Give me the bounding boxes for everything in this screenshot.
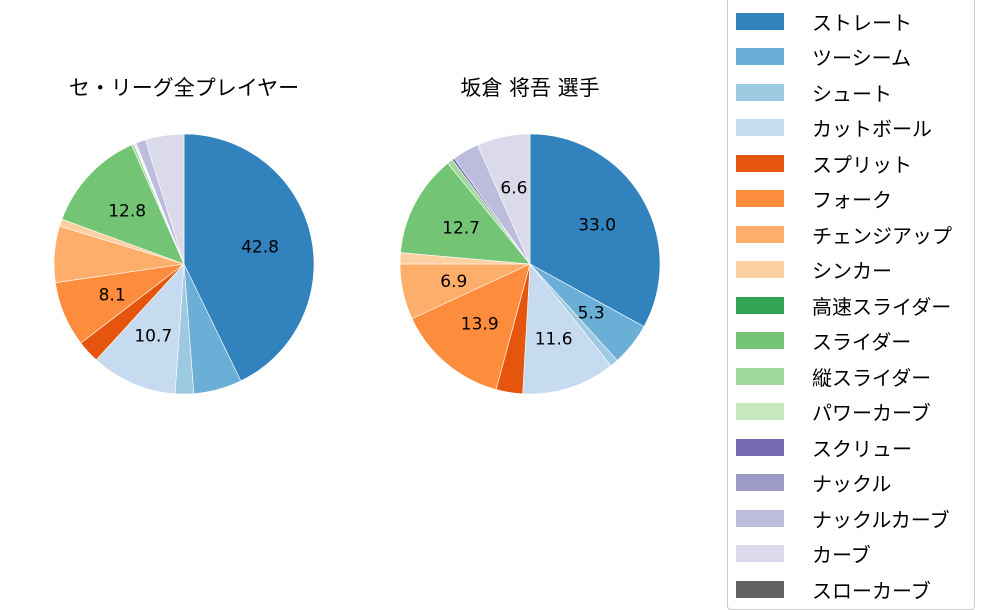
legend-label: ツーシーム	[812, 46, 911, 70]
legend-item: ストレート	[736, 9, 912, 35]
legend-swatch	[736, 296, 784, 314]
legend-item: ナックルカーブ	[736, 506, 950, 532]
legend-label: パワーカーブ	[812, 401, 931, 425]
legend-item: ツーシーム	[736, 45, 911, 70]
legend-item: 高速スライダー	[736, 293, 952, 319]
legend-swatch	[736, 261, 784, 278]
legend-label: ストレート	[812, 10, 912, 35]
legend-swatch	[736, 332, 784, 349]
slice-value-label: 5.3	[578, 303, 605, 323]
slice-value-label: 12.8	[108, 202, 146, 222]
slice-value-label: 11.6	[535, 329, 573, 349]
legend-label: ナックルカーブ	[812, 507, 950, 532]
legend-swatch	[736, 190, 784, 207]
slice-value-label: 42.8	[241, 238, 279, 258]
pie-slice	[145, 133, 185, 265]
legend-swatch	[736, 403, 784, 420]
legend-item: フォーク	[736, 187, 892, 212]
right-pie-chart: 33.0 5.311.6 13.9 6.9 12.7 6.6	[399, 133, 661, 395]
legend-label: スライダー	[812, 330, 912, 354]
legend-label: 縦スライダー	[812, 365, 932, 390]
legend-item: チェンジアップ	[736, 222, 952, 248]
legend-label: スプリット	[812, 152, 912, 177]
legend-swatch	[736, 83, 784, 101]
pie-slice	[95, 263, 185, 395]
legend-item: スクリュー	[736, 435, 912, 461]
legend-item: カットボール	[736, 116, 932, 141]
legend-item: スライダー	[736, 329, 912, 354]
pie-charts: 42.8 10.7 8.1 12.8 33.0 5.311.6 13.9 6.9 12.7 6.…	[53, 133, 661, 395]
pie-slice	[529, 133, 661, 328]
legend-item: パワーカーブ	[736, 400, 931, 425]
legend-label: スクリュー	[812, 436, 912, 461]
slice-value-label: 8.1	[99, 285, 126, 305]
legend-label: スローカーブ	[812, 578, 931, 603]
legend-swatch	[736, 509, 784, 527]
legend-swatch	[736, 12, 784, 30]
pie-slice	[183, 133, 315, 382]
legend-label: ナックル	[812, 472, 892, 496]
legend-item: スプリット	[736, 151, 912, 177]
legend-swatch	[736, 438, 784, 456]
legend-swatch	[736, 580, 784, 598]
legend-item: 縦スライダー	[736, 364, 932, 390]
legend-label: チェンジアップ	[812, 223, 952, 248]
slice-value-label: 6.9	[440, 272, 467, 292]
legend-label: シンカー	[812, 259, 892, 283]
pie-slice	[400, 162, 531, 265]
legend: ストレートツーシームシュートカットボール スプリットフォークチェンジアップ シンカー…	[727, 0, 975, 610]
left-pie-chart: 42.8 10.7 8.1 12.8	[53, 133, 315, 395]
left-chart-title: セ・リーグ全プレイヤー	[68, 76, 300, 100]
pie-slice	[477, 133, 531, 265]
legend-label: カットボール	[812, 117, 932, 141]
legend-label: フォーク	[812, 188, 892, 212]
legend-item: シュート	[736, 80, 892, 106]
legend-swatch	[736, 154, 784, 172]
right-chart-title: 坂倉 将吾 選手	[460, 76, 600, 100]
legend-item: スローカーブ	[736, 577, 931, 603]
legend-label: シュート	[812, 81, 892, 106]
pie-slice	[522, 263, 612, 395]
legend-swatch	[736, 545, 784, 562]
legend-item: カーブ	[736, 542, 871, 567]
legend-label: カーブ	[812, 543, 871, 567]
legend-label: 高速スライダー	[812, 294, 952, 319]
pie-slice	[61, 144, 185, 265]
slice-value-label: 6.6	[500, 179, 527, 199]
legend-swatch	[736, 367, 784, 385]
slice-value-label: 13.9	[461, 315, 499, 335]
pie-slice	[411, 263, 531, 390]
legend-swatch	[736, 119, 784, 136]
legend-swatch	[736, 225, 784, 243]
slice-value-label: 10.7	[134, 327, 172, 347]
slice-value-label: 33.0	[578, 215, 616, 235]
legend-item: シンカー	[736, 258, 892, 283]
legend-swatch	[736, 474, 784, 491]
legend-swatch	[736, 48, 784, 65]
legend-item: ナックル	[736, 471, 892, 496]
slice-value-label: 12.7	[442, 219, 480, 239]
